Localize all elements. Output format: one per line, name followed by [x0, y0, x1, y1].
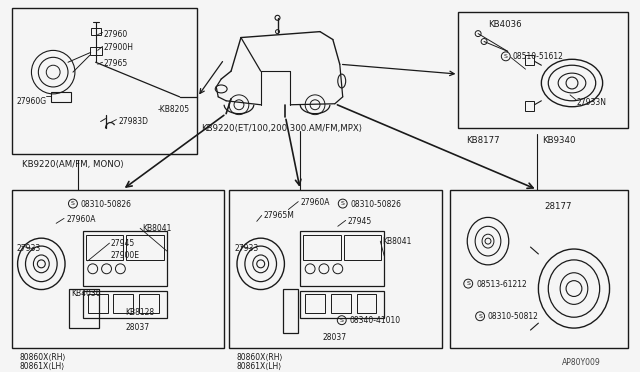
Bar [139, 294, 159, 313]
Text: 27933N: 27933N [577, 98, 607, 107]
Text: 27933: 27933 [234, 244, 259, 253]
Text: 08310-50826: 08310-50826 [81, 200, 132, 209]
Text: 28037: 28037 [125, 323, 150, 332]
Text: S: S [504, 54, 508, 59]
Text: KB4036: KB4036 [488, 20, 522, 29]
Bar [12, 190, 224, 348]
Bar [12, 8, 198, 154]
Text: 27900E: 27900E [111, 251, 140, 260]
Text: 08310-50812: 08310-50812 [488, 312, 539, 321]
Text: 27945: 27945 [348, 217, 372, 227]
Text: 27945: 27945 [111, 239, 135, 248]
Text: S: S [340, 201, 345, 206]
Text: KB8128: KB8128 [125, 308, 154, 317]
Bar [303, 235, 340, 260]
Bar [300, 291, 384, 318]
Bar [126, 235, 164, 260]
Text: 80861X⟨LH⟩: 80861X⟨LH⟩ [237, 362, 282, 371]
Text: 80861X⟨LH⟩: 80861X⟨LH⟩ [20, 362, 65, 371]
Text: 27965M: 27965M [264, 211, 294, 221]
Text: AP80Y009: AP80Y009 [562, 358, 601, 367]
Text: 28037: 28037 [323, 333, 347, 342]
Text: 80860X⟨RH⟩: 80860X⟨RH⟩ [237, 353, 284, 362]
Bar [90, 48, 102, 55]
Bar [51, 92, 71, 102]
Text: 08510-51612: 08510-51612 [513, 52, 564, 61]
Text: KB9220⟨AM/FM, MONO⟩: KB9220⟨AM/FM, MONO⟩ [22, 160, 124, 169]
Text: 08310-50826: 08310-50826 [351, 200, 402, 209]
Text: 27933: 27933 [17, 244, 41, 253]
Bar [229, 190, 442, 348]
Text: 27960A: 27960A [66, 215, 95, 224]
Bar [356, 294, 376, 313]
Bar [300, 231, 384, 286]
Text: S: S [71, 201, 75, 206]
Text: KB9340: KB9340 [542, 137, 576, 145]
Text: S: S [478, 314, 482, 319]
Bar [83, 291, 167, 318]
Bar [525, 101, 534, 111]
Bar [525, 55, 534, 65]
Bar [331, 294, 351, 313]
Text: 08513-61212: 08513-61212 [476, 280, 527, 289]
Text: KB9220⟨ET/100,200,300.AM/FM,MPX⟩: KB9220⟨ET/100,200,300.AM/FM,MPX⟩ [202, 124, 362, 132]
Bar [344, 235, 381, 260]
Text: 27960: 27960 [104, 30, 128, 39]
Text: 80860X⟨RH⟩: 80860X⟨RH⟩ [20, 353, 66, 362]
Text: KB8177: KB8177 [467, 137, 500, 145]
Text: KB8041: KB8041 [142, 224, 172, 233]
Text: 27960G: 27960G [17, 97, 47, 106]
Bar [451, 190, 628, 348]
Text: 27983D: 27983D [118, 116, 148, 126]
Text: S: S [467, 281, 470, 286]
Text: 27960A: 27960A [300, 198, 330, 206]
Bar [284, 289, 298, 333]
Text: 27900H: 27900H [104, 44, 134, 52]
Bar [88, 294, 108, 313]
Bar [91, 28, 100, 35]
Bar [113, 294, 133, 313]
Text: 28177: 28177 [545, 202, 572, 211]
Text: S: S [340, 318, 344, 323]
Text: KB4036: KB4036 [71, 289, 100, 298]
Bar [458, 12, 628, 128]
Bar [86, 235, 124, 260]
Bar [83, 231, 167, 286]
Bar [305, 294, 325, 313]
Bar [69, 289, 99, 328]
Text: -KB8205: -KB8205 [158, 105, 190, 114]
Text: KB8041: KB8041 [382, 237, 412, 246]
Text: 27965: 27965 [104, 59, 128, 68]
Text: 08340-41010: 08340-41010 [349, 316, 401, 325]
